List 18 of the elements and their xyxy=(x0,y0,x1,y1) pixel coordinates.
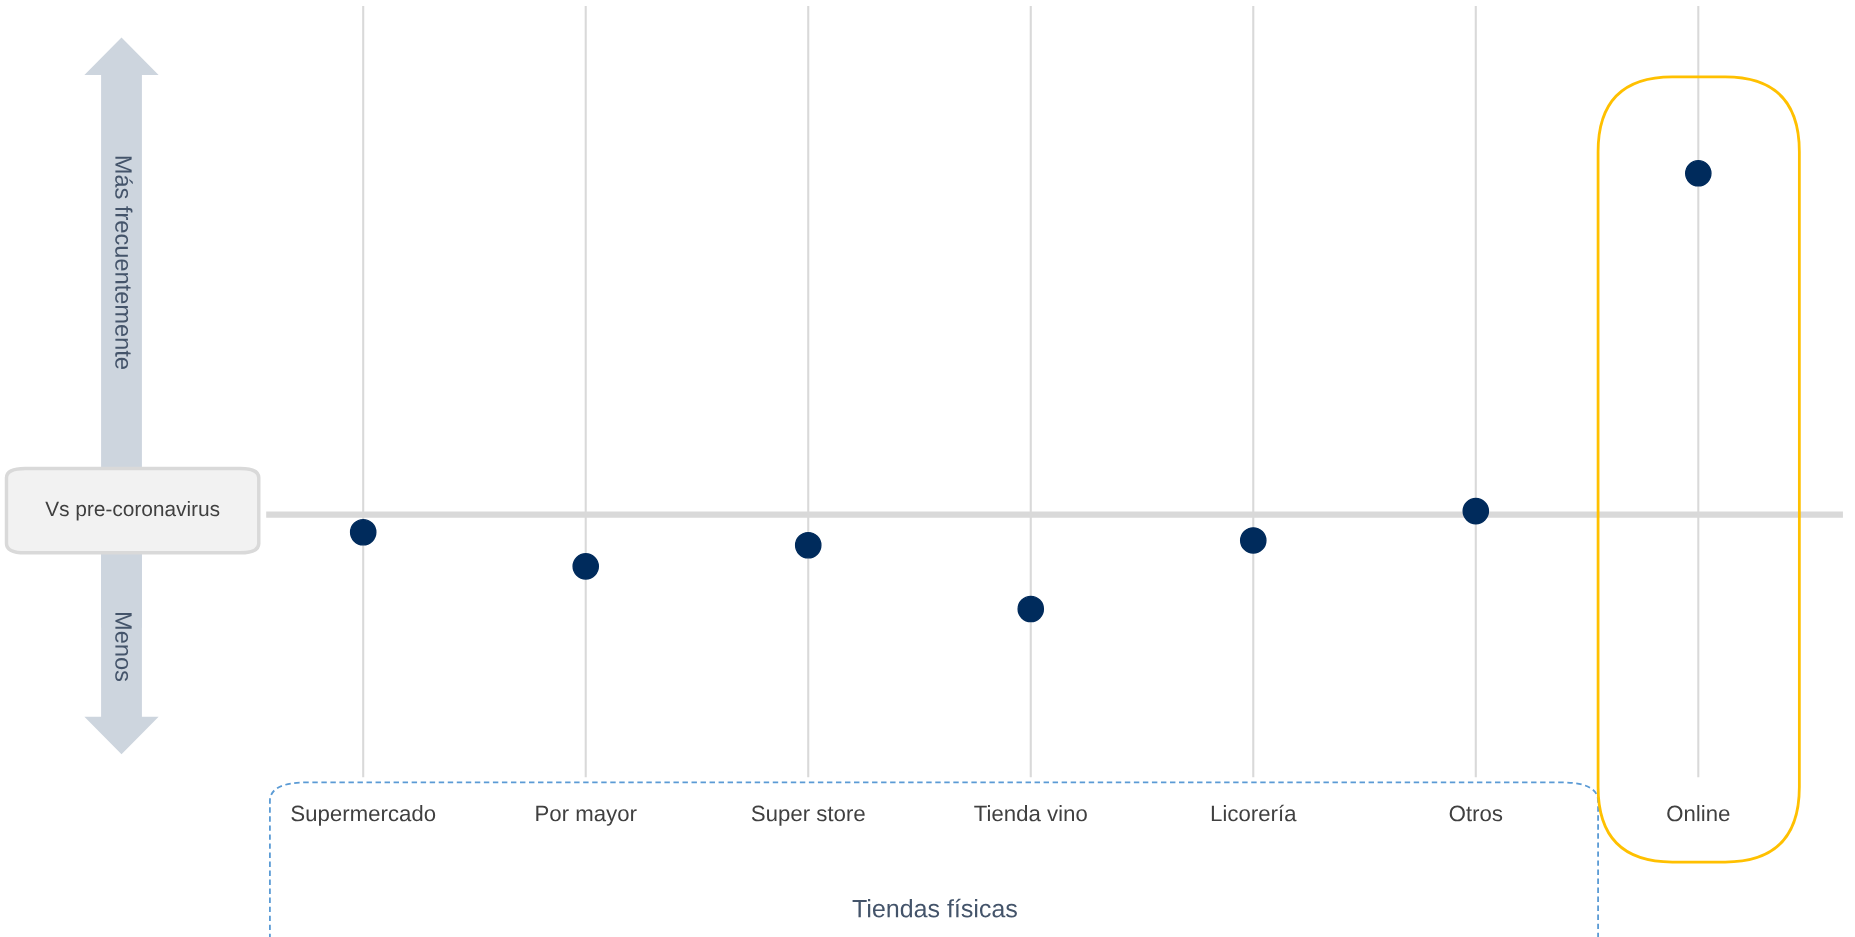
x-tick-label: Tienda vino xyxy=(974,805,1087,822)
point xyxy=(1017,595,1045,623)
x-tick-label: Supermercado xyxy=(291,805,436,826)
text: Menos xyxy=(115,613,132,682)
point xyxy=(349,518,377,546)
x-tick-label: Otros xyxy=(1449,805,1503,822)
text: Vs pre-coronavirus xyxy=(45,500,220,521)
text: Más frecuentemente xyxy=(115,156,133,369)
x-tick-label: Online xyxy=(1667,805,1730,822)
point xyxy=(572,553,600,580)
text: Tiendas físicas xyxy=(852,898,1017,918)
point xyxy=(1684,159,1712,187)
x-tick-label: Por mayor xyxy=(536,805,637,826)
point xyxy=(1239,527,1267,554)
point xyxy=(794,531,822,559)
x-tick-label: Licorería xyxy=(1211,804,1297,822)
point xyxy=(1462,497,1490,525)
x-tick-label: Super store xyxy=(751,805,865,826)
